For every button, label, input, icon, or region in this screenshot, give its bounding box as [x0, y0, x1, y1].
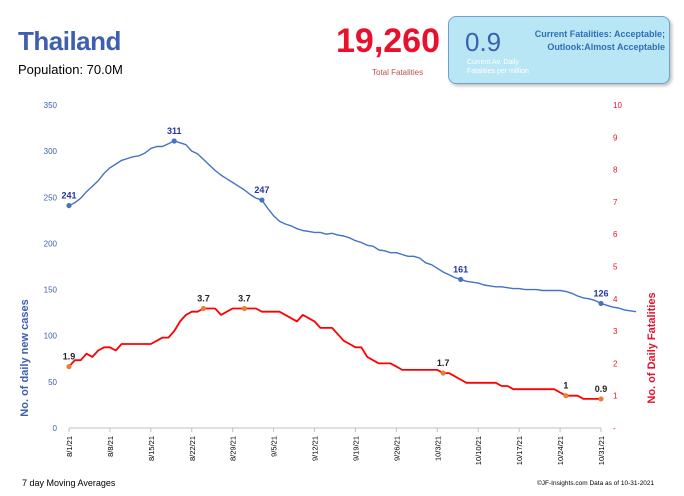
right-tick-label: 8: [613, 166, 618, 175]
cases-data-label: 161: [453, 264, 468, 274]
right-tick-label: 9: [613, 133, 618, 142]
fatalities-marker: [440, 370, 446, 376]
cases-marker: [458, 276, 464, 283]
cases-data-label: 126: [593, 288, 608, 298]
left-tick-label: 50: [48, 378, 57, 387]
fatalities-data-label: 1.7: [437, 358, 450, 368]
right-tick-label: 3: [613, 327, 618, 336]
total-fatalities-label: Total Fatalities: [372, 68, 424, 77]
fatalities-data-label: 0.9: [595, 384, 608, 394]
avg-daily-fatalities-label: Current Av. Daily Fatalities per million: [467, 59, 529, 75]
right-axis-title: No. of Daily Fatalities: [646, 292, 658, 403]
right-tick-label: 6: [613, 230, 618, 239]
x-tick-label: 10/10/21: [474, 436, 483, 465]
right-axis: - 1 2 3 4 5 6 7 8 9 10: [613, 101, 622, 433]
fatalities-line: [68, 307, 601, 400]
cases-marker: [259, 197, 265, 203]
x-tick-label: 8/22/21: [188, 436, 197, 461]
cases-data-label: 247: [254, 185, 269, 195]
fatalities-marker: [563, 393, 569, 399]
x-tick-label: 9/5/21: [270, 436, 279, 457]
status-text: Current Fatalities: Acceptable; Outlook:…: [515, 28, 665, 54]
left-tick-label: 150: [44, 286, 58, 295]
x-tick-label: 9/19/21: [351, 436, 360, 461]
fatalities-marker: [241, 305, 247, 312]
cases-marker: [171, 138, 177, 144]
cases-marker: [66, 202, 72, 209]
source-credit: ©JF-Insights.com Data as of 10-31-2021: [537, 480, 655, 487]
right-tick-label: 4: [613, 295, 618, 304]
x-tick-label: 8/15/21: [147, 436, 156, 461]
right-tick-label: 1: [613, 392, 618, 401]
total-fatalities-value: 19,260: [336, 22, 440, 60]
country-title: Thailand: [18, 26, 121, 56]
status-info-box: 0.9 Current Av. Daily Fatalities per mil…: [448, 16, 670, 84]
left-axis-title: No. of daily new cases: [19, 299, 31, 416]
right-tick-label: 2: [613, 359, 618, 368]
right-tick-label: 10: [613, 101, 622, 110]
population-label: Population: 70.0M: [18, 62, 123, 77]
x-tick-label: 10/24/21: [556, 436, 565, 465]
x-tick-label: 8/1/21: [65, 436, 74, 457]
left-axis: 0 50 100 150 200 250 300 350: [44, 101, 58, 433]
x-axis: 8/1/21 8/8/21 8/15/21 8/22/21 8/29/21 9/5/21 9…: [65, 427, 606, 465]
cases-marker: [598, 300, 604, 307]
cases-data-label: 311: [167, 126, 182, 136]
avg-daily-fatalities-value: 0.9: [465, 27, 502, 57]
status-line-outlook: Outlook:Almost Acceptable: [547, 42, 665, 52]
status-line-fatalities: Current Fatalities: Acceptable;: [534, 29, 665, 39]
moving-average-note: 7 day Moving Averages: [22, 478, 116, 488]
fatalities-data-label: 1.9: [63, 352, 76, 362]
right-tick-label: 5: [613, 263, 618, 272]
x-tick-label: 10/3/21: [433, 436, 442, 461]
left-tick-label: 200: [44, 239, 58, 248]
x-tick-label: 9/12/21: [311, 436, 320, 461]
left-tick-label: 350: [44, 101, 58, 110]
cases-data-label: 241: [61, 191, 76, 201]
left-tick-label: 300: [44, 147, 58, 156]
fatalities-marker: [66, 364, 72, 370]
series-layer: [68, 140, 637, 400]
x-tick-label: 10/17/21: [515, 436, 524, 465]
fatalities-marker: [200, 305, 207, 312]
x-tick-label: 8/8/21: [106, 436, 115, 457]
fatalities-data-label: 1: [563, 381, 568, 391]
left-tick-label: 0: [53, 424, 58, 433]
fatalities-data-label: 3.7: [197, 293, 210, 303]
right-tick-label: -: [613, 424, 616, 433]
left-tick-label: 250: [44, 193, 58, 202]
fatalities-marker: [598, 396, 604, 402]
x-tick-label: 8/29/21: [229, 436, 238, 461]
data-labels: 241 311 247 161 126 1.9 3.7 3.7 1.7 1 0.9: [61, 126, 609, 402]
left-tick-label: 100: [44, 332, 58, 341]
x-tick-label: 9/26/21: [392, 436, 401, 461]
cases-line: [68, 140, 637, 313]
fatalities-data-label: 3.7: [238, 293, 251, 303]
x-tick-label: 10/31/21: [597, 436, 606, 465]
right-tick-label: 7: [613, 198, 618, 207]
